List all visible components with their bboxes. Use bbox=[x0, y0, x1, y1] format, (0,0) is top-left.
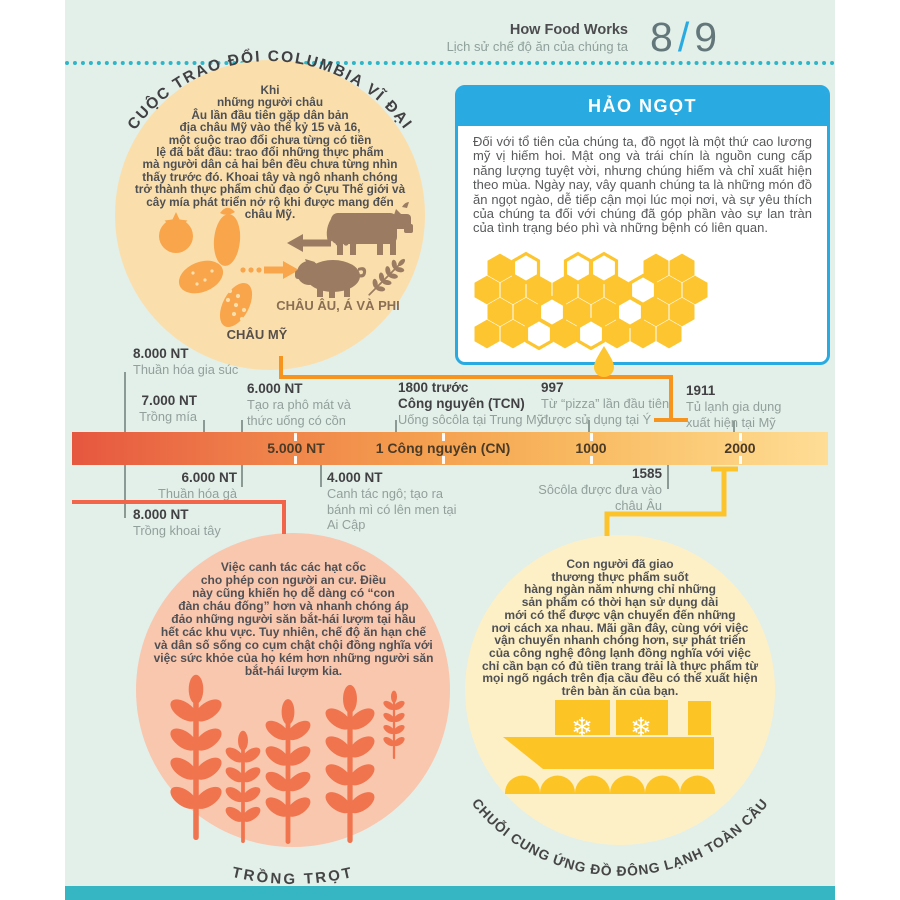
event-tick bbox=[588, 420, 590, 432]
page-number-current: 8 bbox=[650, 14, 674, 60]
event-year: 7.000 NT bbox=[141, 393, 197, 408]
timeline-tick-mark bbox=[739, 456, 742, 464]
timeline-event: 1911 Tủ lạnh gia dụng xuất hiện tại Mỹ bbox=[686, 383, 781, 430]
columbian-exchange-text: Khi những người châu Âu lần đầu tiên gặp… bbox=[134, 83, 406, 222]
event-year: 1585 bbox=[631, 466, 662, 481]
event-tick bbox=[733, 421, 735, 432]
sweet-tooth-body: Đối với tổ tiên của chúng ta, đồ ngọt là… bbox=[473, 134, 812, 236]
frozen-supply-text: Con người đã giao thương thực phẩm suốt … bbox=[481, 557, 759, 699]
timeline-event: 1800 trước Công nguyên (TCN) Uống sôcôla… bbox=[398, 380, 543, 427]
page-number-next: 9 bbox=[694, 14, 719, 60]
event-desc: Trồng mía bbox=[139, 408, 197, 424]
event-desc: Tủ lạnh gia dụng xuất hiện tại Mỹ bbox=[686, 398, 782, 430]
timeline-event: 7.000 NT Trồng mía bbox=[97, 393, 197, 425]
event-tick bbox=[395, 420, 397, 432]
timeline-event: 6.000 NT Tạo ra phô mát và thức uống có … bbox=[247, 381, 351, 428]
timeline-event: 8.000 NT Thuần hóa gia súc bbox=[133, 346, 238, 378]
timeline-era-label: 5.000 NT bbox=[267, 440, 325, 456]
page-number-separator: / bbox=[677, 14, 691, 60]
page-header: How Food Works Lịch sử chế độ ăn của chú… bbox=[0, 22, 628, 54]
timeline-event: 1585 Sôcôla được đưa vào châu Âu bbox=[522, 466, 662, 513]
timeline-tick-mark bbox=[442, 433, 445, 441]
event-tick bbox=[241, 420, 243, 432]
event-tick bbox=[124, 372, 126, 432]
old-world-label: CHÂU ÂU, Á VÀ PHI bbox=[276, 298, 400, 313]
event-tick bbox=[203, 420, 205, 432]
timeline-event: 997 Từ “pizza” lần đầu tiên được sử dụng… bbox=[541, 380, 669, 427]
event-year: 6.000 NT bbox=[181, 470, 237, 485]
event-desc: Canh tác ngô; tạo ra bánh mì có lên men … bbox=[327, 485, 457, 533]
timeline-tick-mark bbox=[590, 433, 593, 441]
timeline-era-label: 2000 bbox=[724, 440, 756, 456]
event-desc: Thuần hóa gà bbox=[158, 485, 237, 501]
bottom-accent-band bbox=[65, 886, 835, 900]
event-tick bbox=[241, 465, 243, 487]
timeline-era-label: 1000 bbox=[575, 440, 607, 456]
timeline-tick-mark bbox=[294, 433, 297, 441]
event-tick bbox=[124, 465, 126, 518]
event-desc: Uống sôcôla tại Trung Mỹ bbox=[398, 411, 544, 427]
event-year: 8.000 NT bbox=[133, 346, 189, 361]
timeline-tick-mark bbox=[739, 433, 742, 441]
new-world-label: CHÂU MỸ bbox=[226, 327, 288, 342]
timeline-tick-mark bbox=[294, 456, 297, 464]
event-tick bbox=[320, 465, 322, 487]
timeline-bar bbox=[72, 432, 828, 465]
timeline-tick-mark bbox=[442, 456, 445, 464]
event-desc: Thuần hóa gia súc bbox=[133, 361, 239, 377]
header-dotted-divider bbox=[65, 61, 835, 65]
event-desc: Từ “pizza” lần đầu tiên được sử dụng tại… bbox=[541, 395, 670, 427]
event-year: 1800 trước Công nguyên (TCN) bbox=[398, 380, 525, 411]
sweet-tooth-title: HẢO NGỌT bbox=[458, 88, 827, 126]
book-title: How Food Works bbox=[509, 22, 628, 38]
event-desc: Sôcôla được đưa vào châu Âu bbox=[538, 481, 662, 513]
timeline-event: 6.000 NT Thuần hóa gà bbox=[117, 470, 237, 502]
event-year: 6.000 NT bbox=[247, 381, 303, 396]
event-desc: Tạo ra phô mát và thức uống có cồn bbox=[247, 396, 351, 428]
sweet-tooth-box: HẢO NGỌT Đối với tổ tiên của chúng ta, đ… bbox=[455, 85, 830, 365]
event-year: 1911 bbox=[686, 383, 716, 398]
timeline-era-label: 1 Công nguyên (CN) bbox=[375, 440, 511, 456]
chapter-title: Lịch sử chế độ ăn của chúng ta bbox=[446, 39, 628, 55]
timeline-tick-mark bbox=[590, 456, 593, 464]
page-number: 8/9 bbox=[650, 14, 718, 61]
event-desc: Trồng khoai tây bbox=[133, 522, 221, 538]
event-tick bbox=[667, 465, 669, 489]
timeline-event: 8.000 NT Trồng khoai tây bbox=[133, 507, 221, 539]
farming-text: Việc canh tác các hạt cốc cho phép con n… bbox=[153, 560, 434, 678]
event-year: 997 bbox=[541, 380, 564, 395]
event-year: 8.000 NT bbox=[133, 507, 189, 522]
event-year: 4.000 NT bbox=[327, 470, 383, 485]
timeline-event: 4.000 NT Canh tác ngô; tạo ra bánh mì có… bbox=[327, 470, 456, 533]
